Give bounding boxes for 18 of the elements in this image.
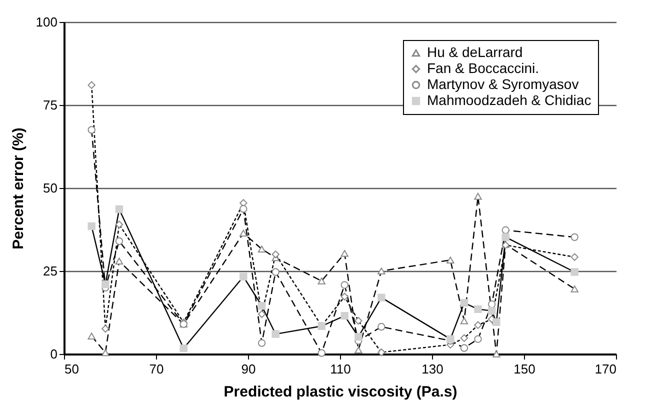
y-tick-label: 25 — [43, 264, 58, 278]
x-tick-label: 170 — [594, 362, 616, 376]
legend-label: Fan & Boccaccini. — [427, 60, 540, 76]
legend-label: Martynov & Syromyasov — [427, 76, 579, 92]
x-tick-label: 150 — [514, 362, 536, 376]
legend-label: Hu & deLarrard — [427, 44, 523, 60]
y-tick-label: 100 — [36, 14, 58, 30]
legend-label: Mahmoodzadeh & Chidiac — [427, 92, 592, 108]
x-tick-label: 50 — [64, 362, 79, 376]
x-tick-label: 130 — [422, 362, 444, 376]
y-tick-label: 50 — [43, 180, 58, 196]
y-tick-label: 0 — [50, 346, 58, 362]
x-tick-label: 110 — [330, 362, 351, 376]
x-axis-title: Predicted plastic viscosity (Pa.s) — [224, 384, 458, 400]
x-tick-label: 90 — [241, 362, 256, 376]
y-tick-label: 75 — [43, 98, 58, 112]
x-tick-label: 70 — [149, 362, 164, 376]
y-axis-title: Percent error (%) — [10, 128, 27, 250]
